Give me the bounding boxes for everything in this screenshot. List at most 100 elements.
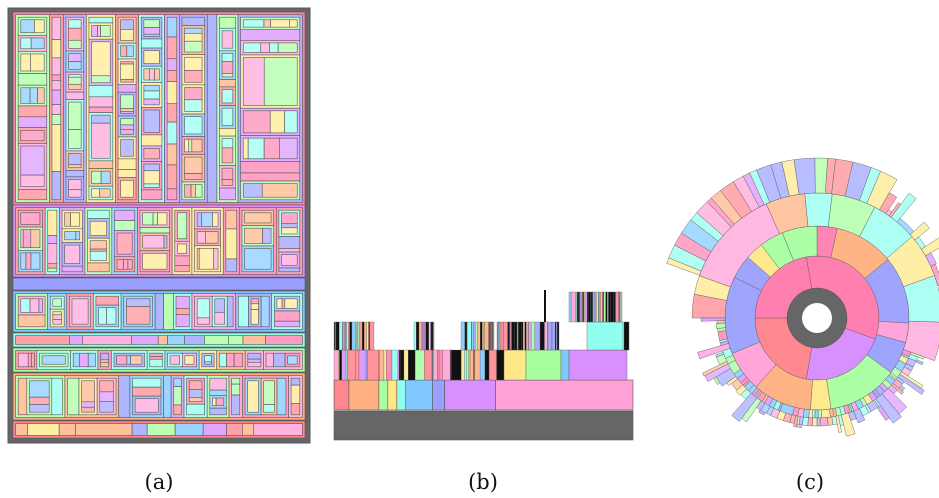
treemap-cell bbox=[242, 42, 262, 53]
sunburst-ring3 bbox=[814, 409, 819, 419]
icicle-cell bbox=[587, 291, 590, 323]
treemap-cell bbox=[209, 389, 227, 396]
treemap-cell bbox=[167, 335, 185, 345]
treemap-cell bbox=[240, 172, 301, 182]
treemap-cell bbox=[166, 70, 178, 82]
treemap-cell bbox=[202, 423, 227, 436]
treemap-cell bbox=[225, 258, 238, 273]
treemap-cell bbox=[51, 171, 62, 201]
icicle-cell bbox=[615, 291, 620, 323]
treemap-cell bbox=[166, 121, 178, 145]
treemap-cell bbox=[244, 248, 272, 270]
icicle-cell bbox=[474, 349, 481, 381]
treemap-cell bbox=[289, 19, 298, 28]
treemap-cell bbox=[154, 293, 164, 330]
treemap-cell bbox=[244, 227, 263, 244]
treemap-cell bbox=[184, 27, 203, 34]
treemap-cell bbox=[68, 164, 82, 169]
treemap-cell bbox=[134, 398, 159, 413]
treemap-cell bbox=[126, 298, 151, 307]
treemap-cell bbox=[99, 391, 114, 402]
treemap-cell bbox=[20, 229, 24, 249]
icicle-cell bbox=[405, 379, 433, 411]
sunburst-hole bbox=[802, 303, 832, 333]
treemap-cell bbox=[260, 295, 270, 328]
treemap-cell bbox=[166, 16, 178, 38]
icicle-cell bbox=[466, 349, 469, 381]
treemap-cell bbox=[120, 79, 134, 83]
icicle-cell bbox=[623, 321, 630, 351]
icicle-cell bbox=[333, 379, 350, 411]
treemap-cell bbox=[146, 423, 176, 436]
treemap-cell bbox=[120, 45, 128, 57]
treemap-cell bbox=[143, 183, 160, 188]
icicle-cell bbox=[386, 349, 393, 381]
treemap-cell bbox=[31, 352, 35, 368]
treemap-cell bbox=[20, 252, 27, 270]
treemap-cell bbox=[29, 298, 40, 313]
treemap-cell bbox=[284, 298, 298, 309]
treemap-cell bbox=[274, 320, 301, 328]
treemap-cell bbox=[34, 19, 45, 34]
treemap-cell bbox=[120, 29, 134, 41]
treemap-cell bbox=[290, 403, 301, 416]
treemap-cell bbox=[184, 116, 203, 135]
icicle-cell bbox=[528, 321, 532, 351]
treemap-cell bbox=[20, 53, 31, 72]
treemap-cell bbox=[67, 377, 80, 416]
icicle-cell bbox=[605, 291, 608, 323]
icicle-cell bbox=[348, 321, 350, 351]
treemap-cell bbox=[15, 335, 70, 345]
treemap-cell bbox=[240, 29, 301, 41]
treemap-cell bbox=[221, 107, 234, 127]
icicle-cell bbox=[379, 349, 385, 381]
treemap-cell bbox=[132, 377, 162, 388]
icicle-cell bbox=[467, 321, 472, 351]
sunburst-ring4 bbox=[921, 237, 939, 257]
treemap-cell bbox=[91, 188, 101, 198]
treemap-cell bbox=[143, 50, 160, 64]
treemap-cell bbox=[120, 129, 134, 135]
treemap-cell bbox=[166, 143, 178, 166]
icicle-cell bbox=[586, 321, 624, 351]
treemap-cell bbox=[173, 404, 182, 416]
icicle-cell bbox=[507, 321, 510, 351]
treemap-cell bbox=[91, 170, 102, 184]
treemap-cell bbox=[242, 137, 249, 160]
icicle-cell bbox=[387, 379, 398, 411]
treemap-cell bbox=[163, 293, 174, 330]
treemap-cell bbox=[143, 27, 160, 35]
treemap-cell bbox=[20, 37, 32, 50]
treemap-cell bbox=[221, 30, 234, 49]
icicle-cell bbox=[585, 291, 588, 323]
icicle-cell bbox=[335, 321, 340, 351]
treemap-cell bbox=[278, 248, 301, 253]
icicle-cell bbox=[408, 349, 416, 381]
treemap-cell bbox=[149, 356, 163, 360]
treemap-cell bbox=[75, 231, 81, 241]
sunburst-ring3 bbox=[715, 322, 726, 329]
treemap-cell bbox=[191, 138, 203, 153]
icicle-cell bbox=[339, 349, 342, 381]
treemap-cell bbox=[221, 89, 234, 104]
icicle-cell bbox=[524, 321, 527, 351]
treemap-cell bbox=[22, 229, 32, 249]
treemap-cell bbox=[100, 25, 111, 37]
treemap-cell bbox=[201, 212, 213, 227]
treemap-cell bbox=[198, 248, 215, 270]
treemap-cell bbox=[20, 87, 31, 104]
icicle-cell bbox=[451, 349, 462, 381]
treemap-cell bbox=[196, 298, 210, 319]
icicle-cell bbox=[560, 349, 570, 381]
icicle-cell bbox=[475, 321, 478, 351]
treemap-cell bbox=[242, 423, 255, 436]
icicle-cell bbox=[355, 349, 360, 381]
icicle-cell bbox=[460, 321, 466, 351]
treemap-cell bbox=[250, 309, 259, 325]
treemap-cell bbox=[219, 187, 236, 201]
treemap-cell bbox=[221, 167, 234, 180]
treemap-cell bbox=[247, 352, 262, 360]
treemap-cell bbox=[149, 358, 163, 368]
icicle-cell bbox=[518, 321, 523, 351]
treemap-cell bbox=[240, 161, 301, 174]
